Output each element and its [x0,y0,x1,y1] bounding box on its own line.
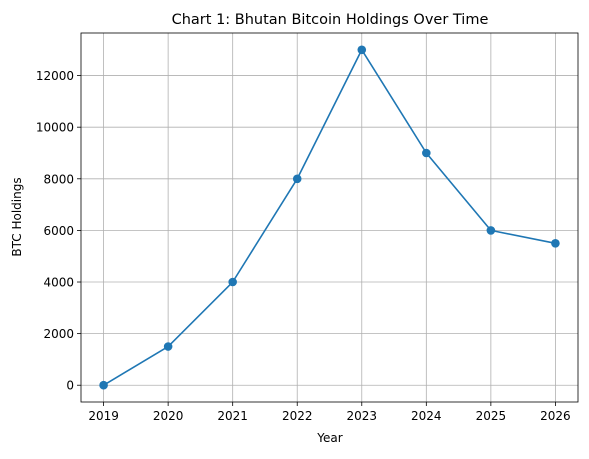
x-tick-label: 2022 [282,409,313,423]
data-point-2022 [292,174,302,184]
x-tick-label: 2020 [153,409,184,423]
data-point-2025 [486,226,496,235]
y-axis-label: BTC Holdings [10,177,24,256]
x-tick-label: 2026 [540,409,571,423]
x-tick-label: 2024 [411,409,442,423]
plot-frame [80,32,579,403]
data-point-2020 [163,342,173,351]
data-point-2021 [228,277,237,287]
x-tick-label: 2019 [88,409,119,423]
series-layer [99,45,560,390]
y-tick-label: 8000 [43,172,74,186]
data-point-2023 [357,45,367,55]
grid-lines [81,33,578,402]
y-tick-label: 4000 [43,276,74,290]
data-point-2026 [551,239,560,248]
data-point-2019 [99,380,108,390]
series-line [103,48,556,386]
y-tick-label: 2000 [43,327,74,341]
axis-ticks: 2019 2020 2021 2022 2023 2024 2025 2026 0 2000 400… [36,69,571,423]
y-tick-label: 6000 [43,224,74,238]
data-point-2024 [422,148,431,158]
plot-area [81,33,578,402]
x-tick-label: 2025 [476,409,507,423]
x-axis-label: Year [316,431,342,445]
chart-title: Chart 1: Bhutan Bitcoin Holdings Over Ti… [172,12,489,28]
x-tick-label: 2023 [346,409,377,423]
x-tick-label: 2021 [217,409,248,423]
y-tick-label: 10000 [36,121,74,135]
y-tick-label: 12000 [36,69,74,83]
y-tick-label: 0 [66,379,74,393]
